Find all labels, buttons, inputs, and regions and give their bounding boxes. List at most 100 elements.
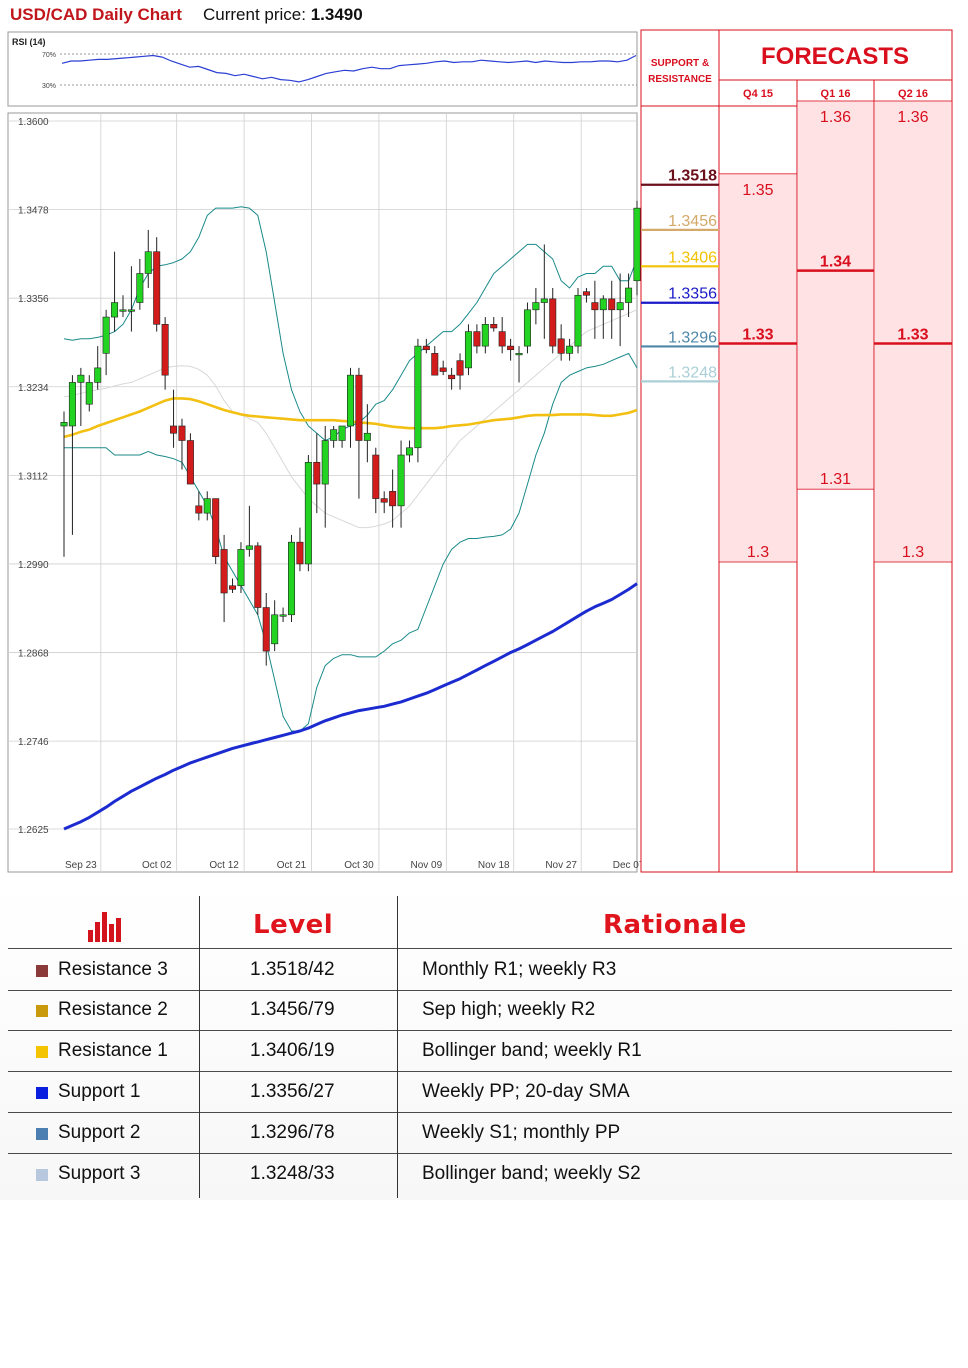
row-level: 1.3296/78 xyxy=(250,1122,335,1143)
row-name: Support 2 xyxy=(58,1122,141,1143)
candle-body xyxy=(212,498,220,557)
x-tick-label: Nov 18 xyxy=(478,860,510,871)
candle-body xyxy=(599,298,607,311)
sr-level-label: 1.3518 xyxy=(668,168,717,185)
y-tick-label: 1.3112 xyxy=(18,471,48,482)
candle-body xyxy=(464,331,472,369)
candle-body xyxy=(473,331,481,347)
candle-body xyxy=(153,251,161,325)
x-tick-label: Oct 12 xyxy=(209,860,239,871)
candle-body xyxy=(245,545,253,550)
table-row: Resistance 2 1.3456/79 Sep high; weekly … xyxy=(8,989,952,1031)
candle-body xyxy=(144,251,152,274)
candle-body xyxy=(574,294,582,347)
sr-level-label: 1.3356 xyxy=(668,286,717,303)
row-name: Resistance 2 xyxy=(58,999,168,1020)
series-sma-200 xyxy=(63,582,638,831)
y-tick-label: 1.2625 xyxy=(18,825,49,836)
candle-body xyxy=(355,374,363,441)
current-price: Current price: 1.3490 xyxy=(203,5,363,25)
rsi-line xyxy=(61,54,637,83)
current-price-label: Current price: xyxy=(203,5,306,24)
chart-title: USD/CAD Daily Chart xyxy=(10,5,182,24)
y-tick-label: 1.3234 xyxy=(18,383,49,394)
table-background xyxy=(0,880,968,1200)
candle-body xyxy=(431,353,439,376)
price-panel: 1.3600 1.3478 1.3356 1.3234 1.3112 1.2990 1.28… xyxy=(7,112,649,873)
forecast-median: 1.33 xyxy=(742,327,773,344)
rsi-label: RSI (14) xyxy=(12,37,46,47)
candle-body xyxy=(582,291,590,296)
bar-chart-icon xyxy=(88,912,121,942)
sr-header: RESISTANCE xyxy=(648,74,712,85)
table-row: Resistance 3 1.3518/42 Monthly R1; weekl… xyxy=(8,948,952,991)
forecast-panel: SUPPORT & RESISTANCE FORECASTS Q4 15 1.35 1.3… xyxy=(640,29,953,873)
row-rationale: Bollinger band; weekly R1 xyxy=(422,1040,642,1061)
level-header: Level xyxy=(253,910,334,940)
row-swatch xyxy=(36,1169,48,1181)
forecast-high: 1.36 xyxy=(820,109,851,126)
candle-body xyxy=(414,345,422,449)
forecasts-title: FORECASTS xyxy=(761,43,909,70)
candle-body xyxy=(498,331,506,347)
row-rationale: Bollinger band; weekly S2 xyxy=(422,1163,641,1184)
row-name: Resistance 3 xyxy=(58,959,168,980)
sr-level-label: 1.3406 xyxy=(668,249,717,266)
row-swatch xyxy=(36,1128,48,1140)
table-row: Support 3 1.3248/33 Bollinger band; week… xyxy=(8,1153,952,1194)
series-bb-lower xyxy=(64,352,638,732)
candle-body xyxy=(178,425,186,441)
candle-body xyxy=(254,545,262,608)
table-column-divider xyxy=(199,896,200,1198)
row-name: Support 3 xyxy=(58,1163,141,1184)
forecast-low: 1.31 xyxy=(820,471,851,488)
table-row: Resistance 1 1.3406/19 Bollinger band; w… xyxy=(8,1030,952,1072)
forecast-high: 1.36 xyxy=(897,109,928,126)
x-tick-label: Oct 02 xyxy=(142,860,172,871)
candle-body xyxy=(633,207,641,282)
candle-body xyxy=(346,374,354,427)
candle-body xyxy=(229,585,237,590)
candle-body xyxy=(405,447,413,456)
row-name: Resistance 1 xyxy=(58,1040,168,1061)
candle-body xyxy=(85,382,93,405)
row-swatch xyxy=(36,1005,48,1017)
candle-body xyxy=(279,614,287,617)
forecast-median: 1.34 xyxy=(820,254,851,271)
candle-body xyxy=(397,454,405,507)
candle-body xyxy=(119,309,127,312)
x-tick-label: Nov 09 xyxy=(410,860,442,871)
candle-body xyxy=(515,353,523,356)
candle-body xyxy=(296,541,304,565)
candle-body xyxy=(186,440,194,485)
candle-body xyxy=(127,309,135,312)
candle-body xyxy=(372,454,380,499)
table-column-divider xyxy=(397,896,398,1198)
candle-body xyxy=(237,549,245,587)
x-tick-label: Nov 27 xyxy=(545,860,577,871)
row-level: 1.3248/33 xyxy=(250,1163,335,1184)
candle-body xyxy=(102,316,110,354)
candle-body xyxy=(490,324,498,329)
row-level: 1.3406/19 xyxy=(250,1040,335,1061)
y-tick-label: 1.2990 xyxy=(18,560,49,571)
candle-body xyxy=(338,425,346,441)
candle-body xyxy=(111,302,119,318)
price-frame xyxy=(7,112,638,873)
candle-body xyxy=(448,374,456,380)
candle-body xyxy=(313,461,321,485)
forecast-column-label: Q1 16 xyxy=(821,88,851,100)
candle-body xyxy=(271,614,279,645)
candle-body xyxy=(330,429,338,441)
y-tick-label: 1.2868 xyxy=(18,649,49,660)
candle-body xyxy=(195,505,203,514)
candle-body xyxy=(380,498,388,503)
forecast-column-label: Q4 15 xyxy=(743,88,773,100)
candle-body xyxy=(456,360,464,376)
row-rationale: Sep high; weekly R2 xyxy=(422,999,596,1020)
candle-body xyxy=(557,338,565,354)
sr-level-label: 1.3456 xyxy=(668,213,717,230)
row-level: 1.3456/79 xyxy=(250,999,335,1020)
chart-area: RSI (14)70%30% 1.36001.34781.33561.32341… xyxy=(7,29,953,873)
candle-body xyxy=(203,498,211,514)
